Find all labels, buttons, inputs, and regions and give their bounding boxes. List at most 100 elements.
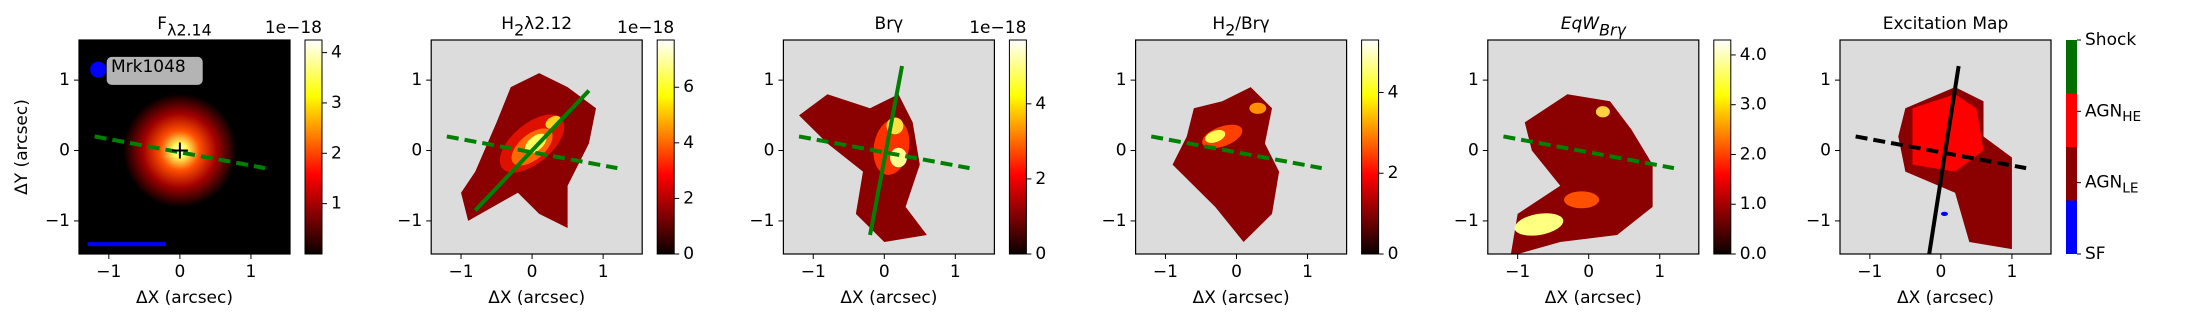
colorbar-label: AGNLE [2085,173,2139,197]
x-tick-label: 0 [1231,262,1242,282]
pa-line [473,89,591,212]
colorbar-tick-label: 4 [1388,82,1399,102]
plot-frame [1487,39,1700,255]
y-tick-label: 0 [1468,141,1479,161]
map-region [1940,211,1948,216]
y-tick-label: −1 [397,211,422,231]
colorbar-label-part: AGN [2085,101,2122,121]
x-tick-label: 1 [1302,262,1313,282]
map-region [1249,102,1267,114]
colorbar-tick-label: 3 [331,93,342,113]
map-region [1205,130,1226,143]
y-tick-label: 1 [1116,70,1127,90]
chart-title-part: 2 [1225,20,1235,39]
colorbar-tick-label: 4 [331,43,342,63]
plot-area [783,40,995,254]
x-tick-label: 0 [1935,262,1946,282]
y-tick-label: −1 [1102,211,1127,231]
colorbar [1008,39,1027,255]
pa-line [94,134,266,171]
x-tick-label: 0 [174,262,185,282]
y-tick-label: 1 [1820,70,1831,90]
y-tick-label: 1 [764,70,775,90]
plot-frame [782,39,996,255]
x-tick-label: −1 [96,262,121,282]
plot-frame [1134,39,1348,255]
chart-title: Brγ [875,14,904,34]
colorbar-label: Shock [2085,30,2136,50]
colorbar-tick-label: 2 [683,188,694,208]
colorbar-label: AGNHE [2085,101,2141,125]
chart-title-part: H [501,14,514,34]
x-tick-label: 1 [950,262,961,282]
x-axis-label: ΔX (arcsec) [1193,288,1290,308]
center-cross [171,142,188,159]
chart-title-part: F [157,14,167,34]
y-tick-label: 0 [1116,141,1127,161]
x-tick-label: 0 [527,262,538,282]
x-tick-label: 1 [598,262,609,282]
legend-label: Mrk1048 [111,57,186,77]
chart-title-part: EqW [1561,14,1601,34]
chart-title: H2/Brγ [1212,14,1269,39]
colorbar-label-part: Shock [2085,30,2136,50]
chart-title: Excitation Map [1883,14,2009,34]
legend-box [106,56,203,85]
pa-line [1503,134,1675,171]
colorbar-tick-label: 2 [1035,169,1046,189]
colorbar-tick-label: 2 [1388,163,1399,183]
x-tick-label: 1 [246,262,257,282]
x-tick-label: −1 [1857,262,1882,282]
colorbar-offset: 1e−18 [617,18,674,38]
plot-frame [78,39,291,255]
colorbar-label: SF [2085,244,2106,264]
colorbar-tick-label: 4 [1035,94,1046,114]
plot-area [1840,40,2051,254]
chart-title-part: 2 [514,20,524,39]
colorbar-tick-label: 0.0 [1740,244,1767,264]
colorbar-tick-label: 0 [1388,244,1399,264]
plot-frame [1839,39,2052,255]
y-tick-label: 0 [1820,141,1831,161]
x-axis-label: ΔX (arcsec) [1545,288,1642,308]
scale-bar-label: 893 pc [91,213,149,233]
colorbar-tick-label: 0 [683,244,694,264]
panel: −1 0 1 −1 0 1 ΔX (arcsec) Brγ 0 2 4 1e−18 [749,14,1046,308]
colorbar-label-part: HE [2122,109,2141,125]
colorbar-tick-label: 6 [683,77,694,97]
colorbar [1713,39,1732,255]
colorbar-tick-label: 0 [1035,244,1046,264]
y-tick-label: 1 [59,70,70,90]
map-region [1172,87,1280,243]
colorbar-tick-label: 4.0 [1740,45,1767,65]
x-axis-label: ΔX (arcsec) [136,288,233,308]
pa-line [868,65,905,236]
chart-title: EqWBrγ [1561,14,1628,39]
x-tick-label: −1 [801,262,826,282]
colorbar-tick-label: 1 [331,194,342,214]
panel: Mrk1048 893 pc −1 0 1 −1 0 1 ΔX (arcsec) ΔY (arcs… [12,14,342,308]
plot-area [431,40,643,254]
x-axis-label: ΔX (arcsec) [488,288,585,308]
y-axis-label: ΔY (arcsec) [12,99,32,195]
y-tick-label: 1 [411,70,422,90]
x-axis-label: ΔX (arcsec) [1897,288,1994,308]
colorbar-tick-label: 3.0 [1740,95,1767,115]
colorbar [1361,39,1380,255]
plot-frame [430,39,643,255]
pa-line [446,134,618,171]
x-tick-label: −1 [1505,262,1530,282]
colorbar [304,39,323,255]
colorbar-label-part: AGN [2085,173,2122,193]
legend-marker [90,61,107,78]
y-tick-label: −1 [1806,211,1831,231]
colorbar-tick-label: 4 [683,133,694,153]
chart-title-part: Brγ [1599,20,1627,39]
colorbar-tick-label: 2.0 [1740,144,1767,164]
plot-area [1487,40,1699,254]
colorbar-offset: 1e−18 [265,18,322,38]
chart-title-part: H [1212,14,1225,34]
